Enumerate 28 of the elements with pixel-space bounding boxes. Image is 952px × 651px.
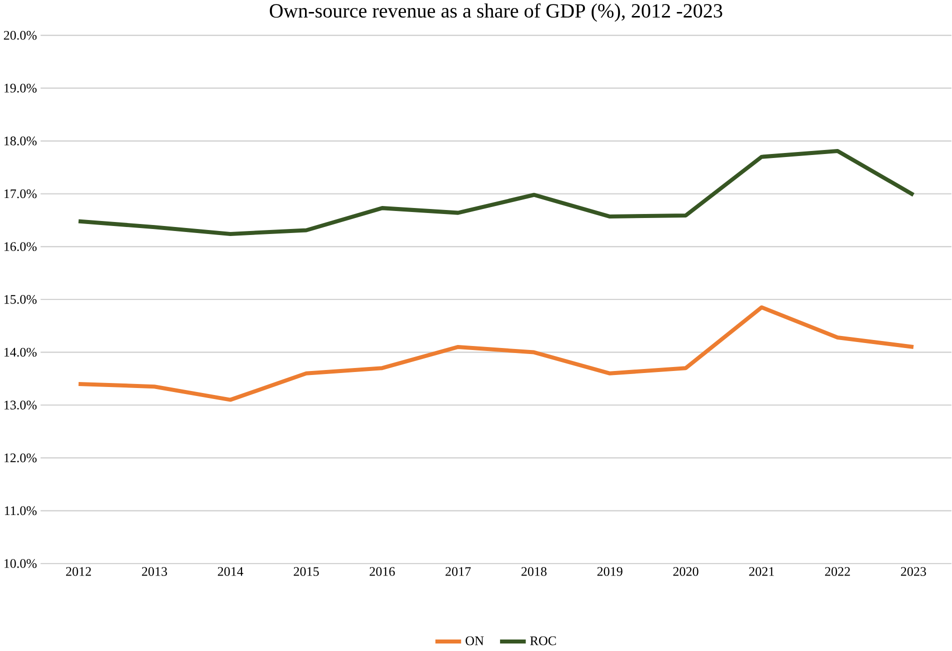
line-series: [76, 306, 916, 402]
y-tick-label: 20.0%: [4, 31, 37, 40]
x-tick-label: 2015: [294, 567, 319, 576]
y-tick-label: 10.0%: [4, 559, 37, 568]
legend-label: ROC: [530, 636, 556, 646]
y-tick-label: 17.0%: [4, 190, 37, 198]
x-tick-label: 2014: [218, 567, 244, 576]
x-tick-label: 2018: [521, 567, 547, 576]
x-tick-label: 2012: [66, 567, 91, 576]
x-tick-label: 2017: [446, 567, 471, 576]
y-tick-label: 18.0%: [4, 136, 37, 146]
y-tick-label: 14.0%: [4, 348, 37, 357]
x-tick-label: 2016: [370, 567, 395, 576]
y-tick-label: 11.0%: [4, 506, 37, 516]
x-tick-label: 2022: [825, 567, 850, 576]
x-tick-label: 2023: [900, 567, 926, 576]
x-tick-label: 2013: [142, 567, 168, 576]
x-tick-label: 2021: [749, 567, 774, 576]
y-tick-label: 16.0%: [4, 242, 37, 252]
y-tick-label: 15.0%: [4, 295, 37, 304]
chart-title: Own-source revenue as a share of GDP (%), 2012 -2023: [270, 4, 722, 22]
line-series: [76, 149, 916, 236]
y-tick-label: 12.0%: [4, 454, 37, 463]
x-tick-label: 2020: [673, 567, 698, 576]
x-tick-label: 2019: [597, 567, 622, 576]
y-tick-label: 19.0%: [4, 84, 37, 93]
legend-label: ON: [466, 636, 484, 646]
y-tick-label: 13.0%: [4, 400, 37, 410]
